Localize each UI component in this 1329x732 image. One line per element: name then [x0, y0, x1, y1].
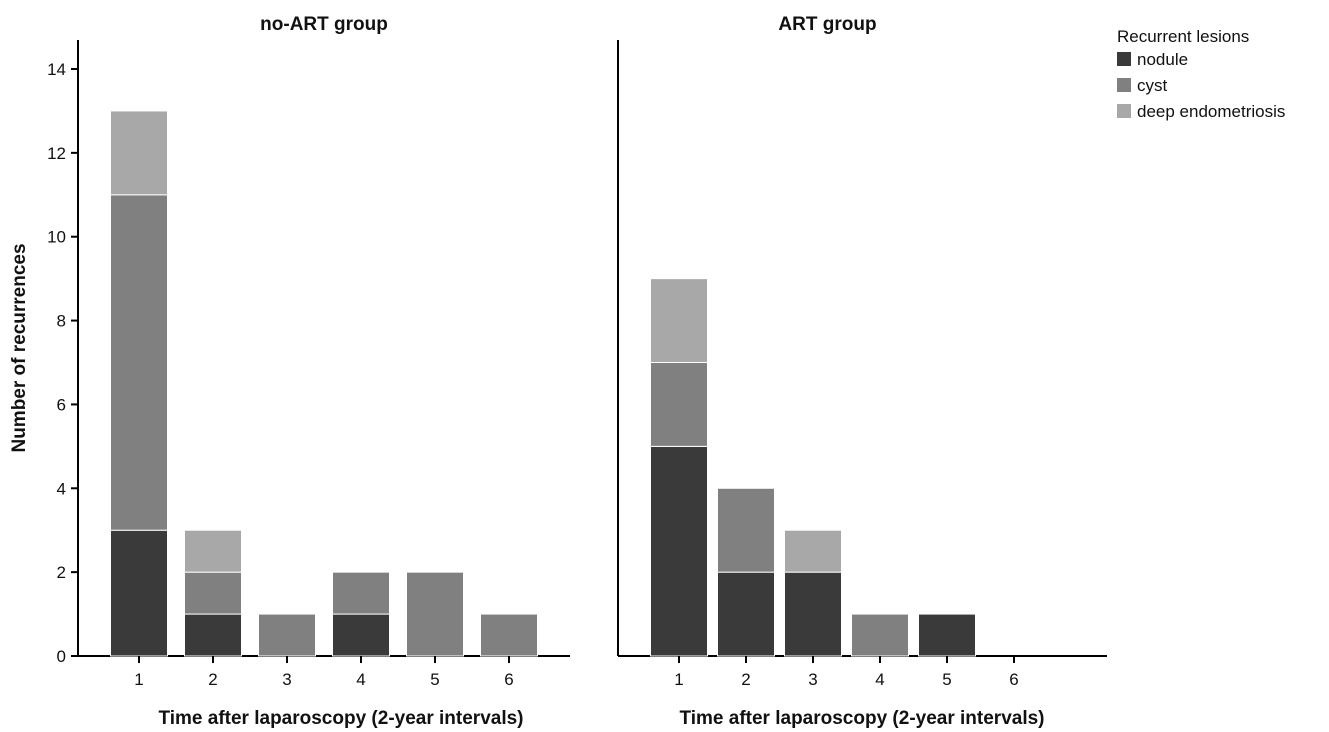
y-tick-label: 14 — [47, 60, 66, 79]
bar-segment-deep-endometriosis — [184, 529, 242, 573]
bar-segment-nodule — [332, 613, 390, 657]
bar-segment-cyst — [184, 571, 242, 615]
legend-title: Recurrent lesions — [1117, 27, 1249, 46]
y-axis-title: Number of recurrences — [9, 243, 30, 452]
y-tick-label: 0 — [57, 647, 66, 666]
x-tick-label: 6 — [1009, 670, 1018, 689]
bar-segment-cyst — [406, 571, 464, 657]
x-tick-label: 3 — [282, 670, 291, 689]
y-tick-label: 2 — [57, 563, 66, 582]
bar-segment-cyst — [650, 362, 708, 447]
panel-title: ART group — [778, 14, 876, 35]
legend-label: nodule — [1137, 50, 1188, 69]
x-tick-label: 5 — [942, 670, 951, 689]
x-tick-label: 5 — [430, 670, 439, 689]
x-tick-label: 1 — [134, 670, 143, 689]
bar-segment-nodule — [184, 613, 242, 657]
bar-segment-deep-endometriosis — [110, 110, 168, 196]
y-tick-label: 10 — [47, 228, 66, 247]
bar-segment-deep-endometriosis — [784, 529, 842, 573]
bar-segment-cyst — [717, 487, 775, 573]
legend-swatch-nodule — [1117, 52, 1131, 66]
x-tick-label: 3 — [808, 670, 817, 689]
bar-segment-deep-endometriosis — [650, 278, 708, 363]
bar-segment-nodule — [717, 571, 775, 657]
bar-segment-cyst — [258, 613, 316, 657]
x-tick-label: 4 — [875, 670, 884, 689]
bar-segment-cyst — [480, 613, 538, 657]
legend: Recurrent lesions nodule cyst deep endomet… — [1117, 27, 1285, 121]
bar-segment-nodule — [784, 571, 842, 657]
bar-segment-nodule — [650, 445, 708, 657]
legend-swatch-cyst — [1117, 78, 1131, 92]
x-tick-label: 1 — [674, 670, 683, 689]
legend-label: cyst — [1137, 76, 1168, 95]
legend-swatch-deep-endometriosis — [1117, 104, 1131, 118]
x-tick-label: 4 — [356, 670, 365, 689]
bar-segment-cyst — [332, 571, 390, 615]
bar-segment-cyst — [851, 613, 909, 657]
x-axis-title: Time after laparoscopy (2-year intervals… — [158, 708, 523, 729]
x-axis-title: Time after laparoscopy (2-year intervals… — [679, 708, 1044, 729]
legend-label: deep endometriosis — [1137, 102, 1285, 121]
panel-art: ART group 1 2 3 4 5 6 Time after laparoscopy (2… — [617, 14, 1107, 729]
y-tick-label: 8 — [57, 312, 66, 331]
x-tick-label: 2 — [208, 670, 217, 689]
y-tick-label: 4 — [57, 479, 66, 498]
bar-segment-nodule — [918, 613, 976, 657]
x-tick-label: 2 — [741, 670, 750, 689]
bar-segment-cyst — [110, 194, 168, 531]
y-tick-label: 6 — [57, 395, 66, 414]
x-tick-label: 6 — [504, 670, 513, 689]
y-tick-label: 12 — [47, 144, 66, 163]
y-axis-title-group: Number of recurrences — [9, 243, 30, 452]
panel-title: no-ART group — [260, 14, 388, 35]
bar-segment-nodule — [110, 529, 168, 657]
